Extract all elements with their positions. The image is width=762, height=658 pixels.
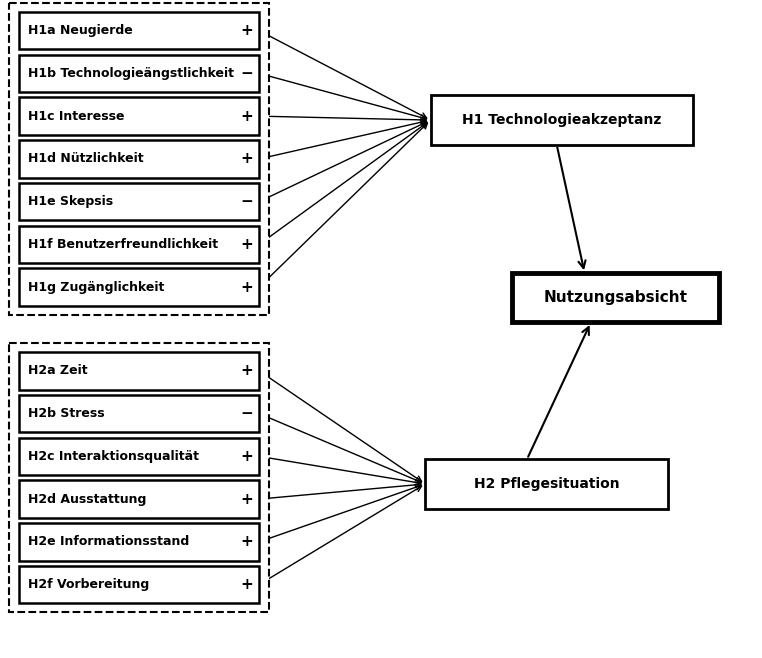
Bar <box>425 459 668 509</box>
Text: +: + <box>240 280 253 295</box>
Bar <box>19 12 259 49</box>
Text: +: + <box>240 23 253 38</box>
Bar <box>19 268 259 306</box>
Bar <box>19 352 259 390</box>
Text: +: + <box>240 237 253 252</box>
Text: H2b Stress: H2b Stress <box>28 407 105 420</box>
Bar <box>19 55 259 92</box>
Text: H1 Technologieakzeptanz: H1 Technologieakzeptanz <box>463 113 661 127</box>
Bar <box>19 183 259 220</box>
Bar <box>19 566 259 603</box>
Bar <box>19 480 259 518</box>
Bar <box>9 343 269 612</box>
Text: −: − <box>240 194 253 209</box>
Text: Nutzungsabsicht: Nutzungsabsicht <box>544 290 687 305</box>
Text: −: − <box>240 406 253 421</box>
Text: H1e Skepsis: H1e Skepsis <box>28 195 114 208</box>
Text: +: + <box>240 363 253 378</box>
Text: H2e Informationsstand: H2e Informationsstand <box>28 536 190 548</box>
Bar <box>19 140 259 178</box>
Text: +: + <box>240 577 253 592</box>
Text: +: + <box>240 534 253 549</box>
Text: H2 Pflegesituation: H2 Pflegesituation <box>473 477 620 491</box>
Text: H1a Neugierde: H1a Neugierde <box>28 24 133 37</box>
Text: H2d Ausstattung: H2d Ausstattung <box>28 493 146 505</box>
Text: H2c Interaktionsqualität: H2c Interaktionsqualität <box>28 450 199 463</box>
Text: +: + <box>240 449 253 464</box>
Text: H1b Technologieängstlichkeit: H1b Technologieängstlichkeit <box>28 67 234 80</box>
Text: +: + <box>240 109 253 124</box>
Text: +: + <box>240 151 253 166</box>
Text: H2f Vorbereitung: H2f Vorbereitung <box>28 578 149 591</box>
Bar <box>9 3 269 315</box>
Text: +: + <box>240 492 253 507</box>
Bar <box>19 97 259 135</box>
Bar <box>512 273 719 322</box>
Bar <box>19 438 259 475</box>
Bar <box>19 226 259 263</box>
Text: H1g Zugänglichkeit: H1g Zugänglichkeit <box>28 281 165 293</box>
Text: H2a Zeit: H2a Zeit <box>28 365 88 377</box>
Bar <box>19 523 259 561</box>
Text: H1d Nützlichkeit: H1d Nützlichkeit <box>28 153 144 165</box>
Text: −: − <box>240 66 253 81</box>
Text: H1f Benutzerfreundlichkeit: H1f Benutzerfreundlichkeit <box>28 238 219 251</box>
Text: H1c Interesse: H1c Interesse <box>28 110 125 122</box>
Bar <box>431 95 693 145</box>
Bar <box>19 395 259 432</box>
